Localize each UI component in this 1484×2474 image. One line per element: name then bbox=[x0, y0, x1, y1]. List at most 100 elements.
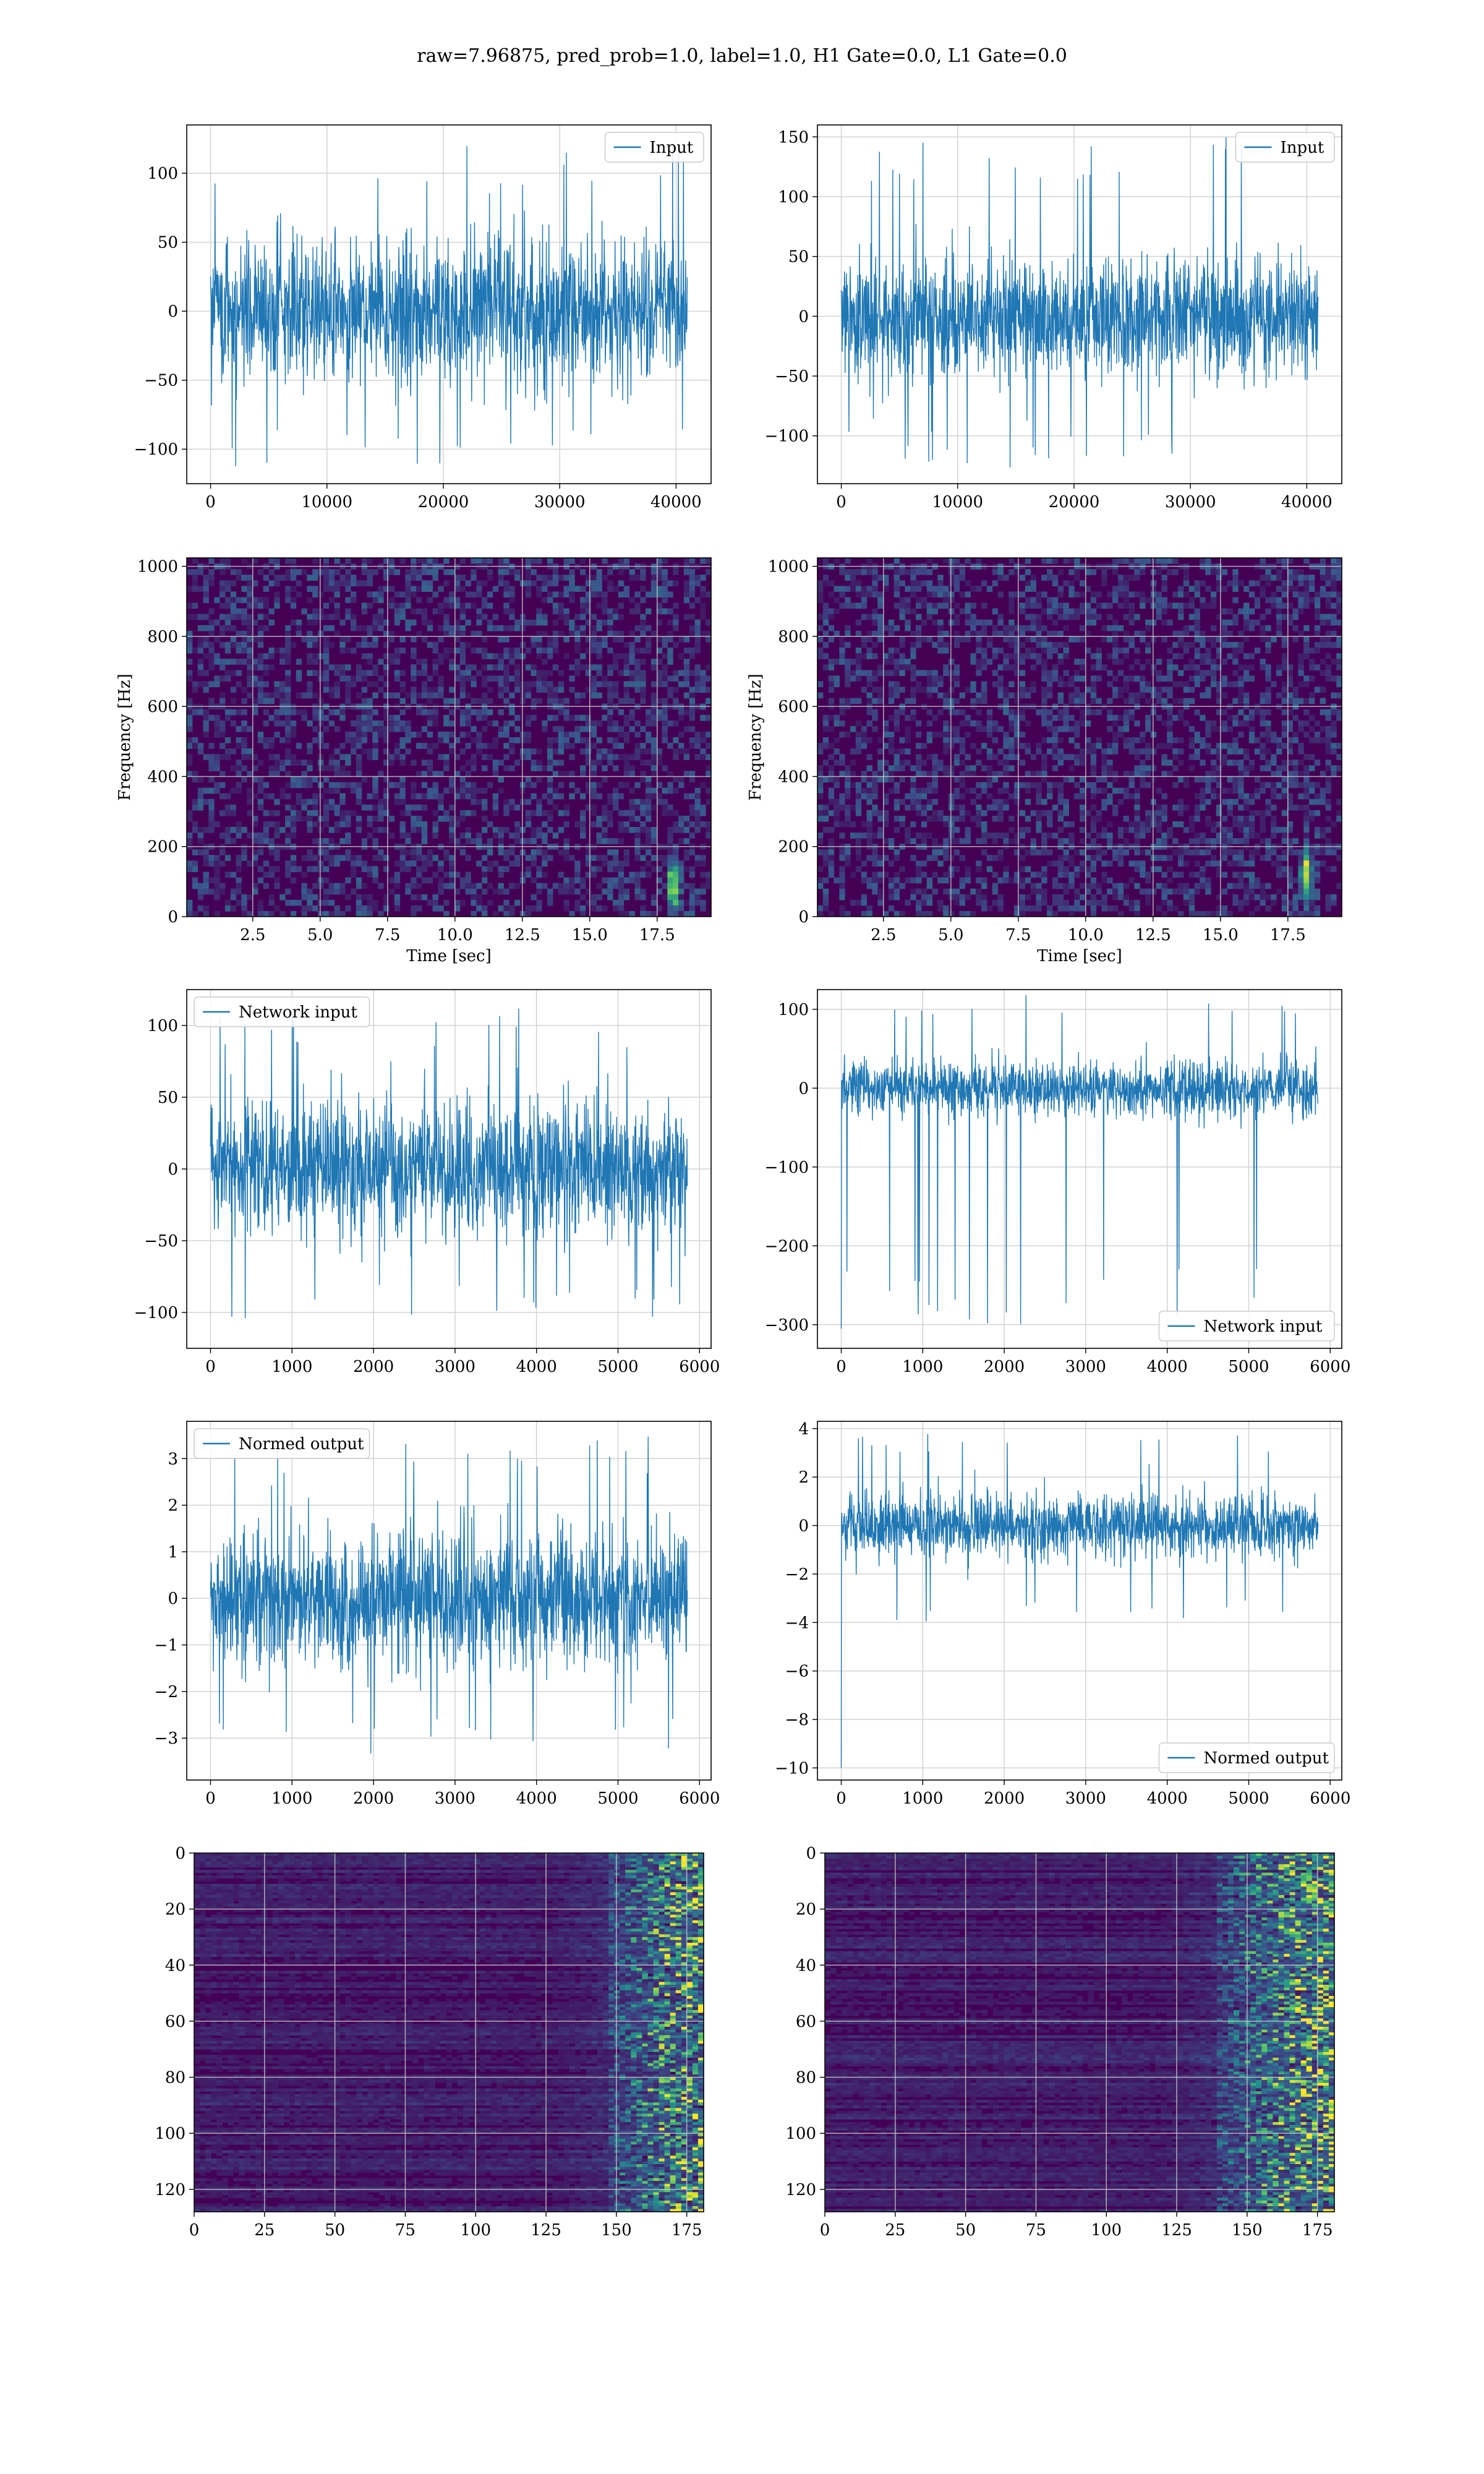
y-tick-label: −100 bbox=[765, 1158, 809, 1177]
y-tick-label: 200 bbox=[778, 838, 809, 857]
y-tick-label: 100 bbox=[147, 165, 178, 183]
subplot-grid: 0 10000 20000 30000 40000−100−50050100Input0… bbox=[116, 124, 1350, 2240]
legend-label: Normed output bbox=[239, 1435, 364, 1453]
x-tick-label: 15.0 bbox=[1203, 926, 1239, 944]
x-tick-label: 2000 bbox=[984, 1789, 1025, 1808]
x-tick-label: 1000 bbox=[902, 1358, 943, 1376]
spectrogram-l1-axes-frame bbox=[817, 557, 1342, 917]
x-tick-label: 2.5 bbox=[240, 926, 265, 944]
network-input-l1-series-line bbox=[840, 995, 1319, 1329]
x-tick-label: 100 bbox=[460, 2221, 491, 2240]
x-tick-label: 17.5 bbox=[1270, 926, 1306, 944]
x-tick-label: 15.0 bbox=[572, 926, 608, 944]
spectrogram-l1-subplot: 2.5 5.0 7.5 10.0 12.5 15.0 17.5 0 200 400 600 800 10… bbox=[746, 557, 1342, 965]
input-h1-legend: Input bbox=[604, 132, 704, 163]
x-tick-label: 40000 bbox=[650, 493, 702, 511]
x-tick-label: 100 bbox=[1091, 2221, 1122, 2240]
y-tick-label: 100 bbox=[778, 188, 809, 207]
x-tick-label: 2000 bbox=[353, 1789, 394, 1808]
x-tick-label: 125 bbox=[531, 2221, 561, 2240]
input-l1-axes-frame bbox=[817, 124, 1342, 484]
legend-label: Input bbox=[650, 139, 694, 157]
y-tick-label: 1000 bbox=[137, 558, 178, 576]
x-tick-label: 40000 bbox=[1281, 493, 1333, 511]
x-tick-label: 5000 bbox=[1228, 1358, 1269, 1376]
y-tick-label: −2 bbox=[785, 1565, 809, 1584]
x-tick-label: 5000 bbox=[1228, 1789, 1269, 1808]
normed-output-l1-plot-area bbox=[817, 1421, 1342, 1780]
network-input-h1-legend: Network input bbox=[194, 996, 370, 1027]
x-tick-label: 7.5 bbox=[375, 926, 400, 944]
x-tick-label: 30000 bbox=[1165, 493, 1216, 511]
normed-output-l1-legend: Normed output bbox=[1158, 1742, 1335, 1773]
y-tick-label: 120 bbox=[785, 2181, 816, 2199]
x-tick-label: 5000 bbox=[597, 1358, 638, 1376]
network-input-l1-plot-area bbox=[817, 990, 1342, 1348]
input-h1-series-line bbox=[210, 146, 688, 466]
y-tick-label: 2 bbox=[168, 1497, 178, 1515]
x-tick-label: 20000 bbox=[1049, 493, 1100, 511]
x-tick-label: 2.5 bbox=[871, 926, 896, 944]
x-tick-label: 3000 bbox=[1065, 1358, 1106, 1376]
x-tick-label: 12.5 bbox=[505, 926, 540, 944]
x-axis-label: Time [sec] bbox=[1037, 947, 1122, 965]
feature-map-h1-plot-area bbox=[194, 1853, 704, 2212]
x-tick-label: 17.5 bbox=[639, 926, 675, 944]
y-tick-label: 3 bbox=[168, 1450, 178, 1468]
x-tick-label: 10000 bbox=[932, 493, 983, 511]
spectrogram-h1-plot-area bbox=[187, 558, 711, 917]
x-tick-label: 4000 bbox=[516, 1789, 557, 1808]
input-h1-plot-area bbox=[187, 125, 711, 484]
y-tick-label: 80 bbox=[796, 2069, 816, 2087]
x-tick-label: 1000 bbox=[902, 1789, 943, 1808]
legend-label: Normed output bbox=[1204, 1749, 1329, 1768]
y-tick-label: 400 bbox=[778, 768, 809, 786]
x-tick-label: 50 bbox=[325, 2221, 345, 2240]
y-tick-label: 0 bbox=[168, 302, 178, 321]
y-tick-label: 0 bbox=[168, 1590, 178, 1608]
y-axis-label: Frequency [Hz] bbox=[116, 674, 134, 801]
y-tick-label: 800 bbox=[778, 628, 809, 646]
x-tick-label: 5.0 bbox=[307, 926, 333, 944]
network-input-h1-plot-area bbox=[187, 990, 711, 1348]
x-tick-label: 2000 bbox=[353, 1358, 394, 1376]
y-tick-label: −300 bbox=[765, 1316, 809, 1335]
x-tick-label: 3000 bbox=[435, 1358, 475, 1376]
normed-output-h1-subplot: 0 1000 2000 3000 4000 5000 6000 −3 −2 −1 0 1 2 3 Norme… bbox=[155, 1421, 720, 1808]
y-tick-label: 60 bbox=[796, 2013, 816, 2031]
network-input-l1-legend: Network input bbox=[1158, 1311, 1335, 1342]
x-tick-label: 0 bbox=[205, 1358, 216, 1376]
y-tick-label: −10 bbox=[775, 1759, 809, 1778]
input-l1-subplot: 0 10000 20000 30000 40000 −100 −50 0 50 100 150 Inp… bbox=[765, 124, 1342, 511]
x-tick-label: 0 bbox=[836, 1358, 846, 1376]
network-input-l1-subplot: 0 1000 2000 3000 4000 5000 6000 −300 −200 −100 0 10… bbox=[765, 989, 1350, 1376]
feature-map-l1-axes-frame bbox=[824, 1852, 1335, 2212]
y-tick-label: 50 bbox=[158, 1089, 178, 1107]
input-l1-legend: Input bbox=[1235, 132, 1335, 163]
y-tick-label: 100 bbox=[778, 1001, 809, 1019]
x-tick-label: 3000 bbox=[1065, 1789, 1106, 1808]
y-tick-label: 0 bbox=[806, 1844, 816, 1863]
y-tick-label: 0 bbox=[798, 307, 809, 326]
y-tick-label: −200 bbox=[765, 1237, 809, 1256]
x-tick-label: 3000 bbox=[435, 1789, 475, 1808]
x-tick-label: 10.0 bbox=[437, 926, 473, 944]
legend-label: Network input bbox=[1204, 1317, 1323, 1336]
legend-box bbox=[1235, 132, 1335, 163]
y-tick-label: −1 bbox=[155, 1637, 178, 1655]
x-tick-label: 125 bbox=[1161, 2221, 1192, 2240]
input-l1-plot-area bbox=[817, 125, 1342, 484]
y-tick-label: −3 bbox=[155, 1729, 178, 1748]
x-tick-label: 10.0 bbox=[1068, 926, 1104, 944]
y-tick-label: 0 bbox=[798, 1517, 809, 1536]
x-tick-label: 2000 bbox=[984, 1358, 1025, 1376]
legend-box bbox=[194, 1428, 370, 1459]
x-tick-label: 0 bbox=[205, 1789, 216, 1808]
normed-output-l1-axes-frame bbox=[817, 1421, 1342, 1781]
network-input-h1-series-line bbox=[210, 1008, 688, 1319]
y-tick-label: 2 bbox=[798, 1468, 809, 1487]
spectrogram-h1-axes-frame bbox=[186, 557, 712, 917]
y-tick-label: 0 bbox=[168, 908, 178, 927]
x-tick-label: 175 bbox=[1302, 2221, 1333, 2240]
